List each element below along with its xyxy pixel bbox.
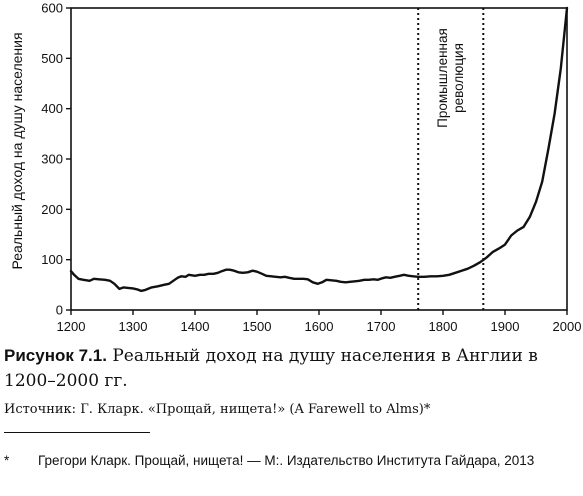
x-axis-ticks: 1200 1300 1400 1500 1600 1700 1800 1900 2000: [57, 310, 582, 334]
figure-caption-text: Реальный доход на душу населения в Англи…: [4, 346, 538, 391]
figure-number: Рисунок 7.1.: [4, 346, 107, 365]
x-tick-label: 2000: [553, 319, 582, 334]
chart: 0 100 200 300 400 500 600 1200 1300 1400 1500 1600…: [9, 1, 582, 335]
figure-source: Источник: Г. Кларк. «Прощай, нищета!» (A…: [4, 402, 431, 417]
footnote: * Грегори Кларк. Прощай, нищета! — М:. И…: [4, 450, 579, 471]
x-tick-label: 1500: [243, 319, 272, 334]
y-tick-label: 200: [41, 202, 63, 217]
y-axis-ticks: 0 100 200 300 400 500 600: [41, 1, 71, 318]
y-tick-label: 500: [41, 51, 63, 66]
y-tick-label: 300: [41, 152, 63, 167]
y-axis-label: Реальный доход на душу населения: [9, 32, 25, 269]
footnote-mark: *: [4, 453, 10, 468]
footnote-text: Грегори Кларк. Прощай, нищета! — М:. Изд…: [38, 453, 535, 468]
industrial-revolution-annotation: Промышленнаяреволюция: [417, 8, 485, 310]
y-tick-label: 400: [41, 101, 63, 116]
y-tick-label: 100: [41, 252, 63, 267]
x-tick-label: 1800: [429, 319, 458, 334]
y-tick-label: 0: [56, 303, 63, 318]
x-tick-label: 1200: [57, 319, 86, 334]
x-tick-label: 1600: [305, 319, 334, 334]
x-tick-label: 1700: [367, 319, 396, 334]
annotation-label: Промышленнаяреволюция: [435, 28, 466, 128]
x-tick-label: 1300: [119, 319, 148, 334]
y-tick-label: 600: [41, 1, 63, 16]
income-line: [69, 6, 569, 293]
figure-caption: Рисунок 7.1. Реальный доход на душу насе…: [4, 343, 579, 394]
footnote-divider: [4, 432, 150, 433]
plot-frame: [70, 7, 568, 311]
x-tick-label: 1900: [491, 319, 520, 334]
x-tick-label: 1400: [181, 319, 210, 334]
